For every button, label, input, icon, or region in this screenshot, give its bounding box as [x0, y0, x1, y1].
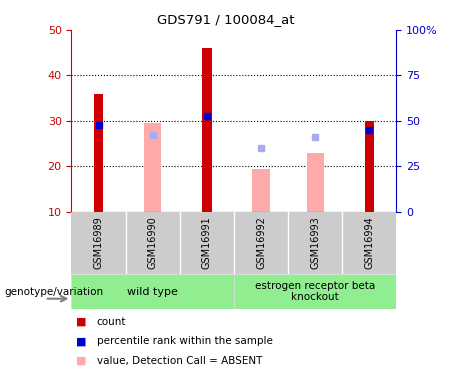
Bar	[71, 274, 234, 309]
Text: GSM16991: GSM16991	[202, 216, 212, 269]
Text: genotype/variation: genotype/variation	[5, 286, 104, 297]
Text: GSM16994: GSM16994	[364, 216, 374, 269]
Bar	[234, 274, 396, 309]
Text: ■: ■	[76, 356, 87, 366]
Bar	[365, 121, 374, 212]
Text: GSM16989: GSM16989	[94, 216, 104, 269]
Text: percentile rank within the sample: percentile rank within the sample	[97, 336, 273, 346]
Text: GSM16990: GSM16990	[148, 216, 158, 269]
Bar	[202, 48, 212, 212]
Text: GSM16993: GSM16993	[310, 216, 320, 269]
Text: ■: ■	[76, 317, 87, 327]
Text: wild type: wild type	[127, 286, 178, 297]
Bar	[307, 153, 324, 212]
Text: GDS791 / 100084_at: GDS791 / 100084_at	[157, 13, 295, 26]
Text: ■: ■	[76, 336, 87, 346]
Text: value, Detection Call = ABSENT: value, Detection Call = ABSENT	[97, 356, 262, 366]
Text: count: count	[97, 317, 126, 327]
Text: estrogen receptor beta
knockout: estrogen receptor beta knockout	[255, 281, 375, 302]
Bar	[144, 123, 161, 212]
Bar	[94, 94, 103, 212]
Bar	[252, 169, 270, 212]
Text: GSM16992: GSM16992	[256, 216, 266, 269]
